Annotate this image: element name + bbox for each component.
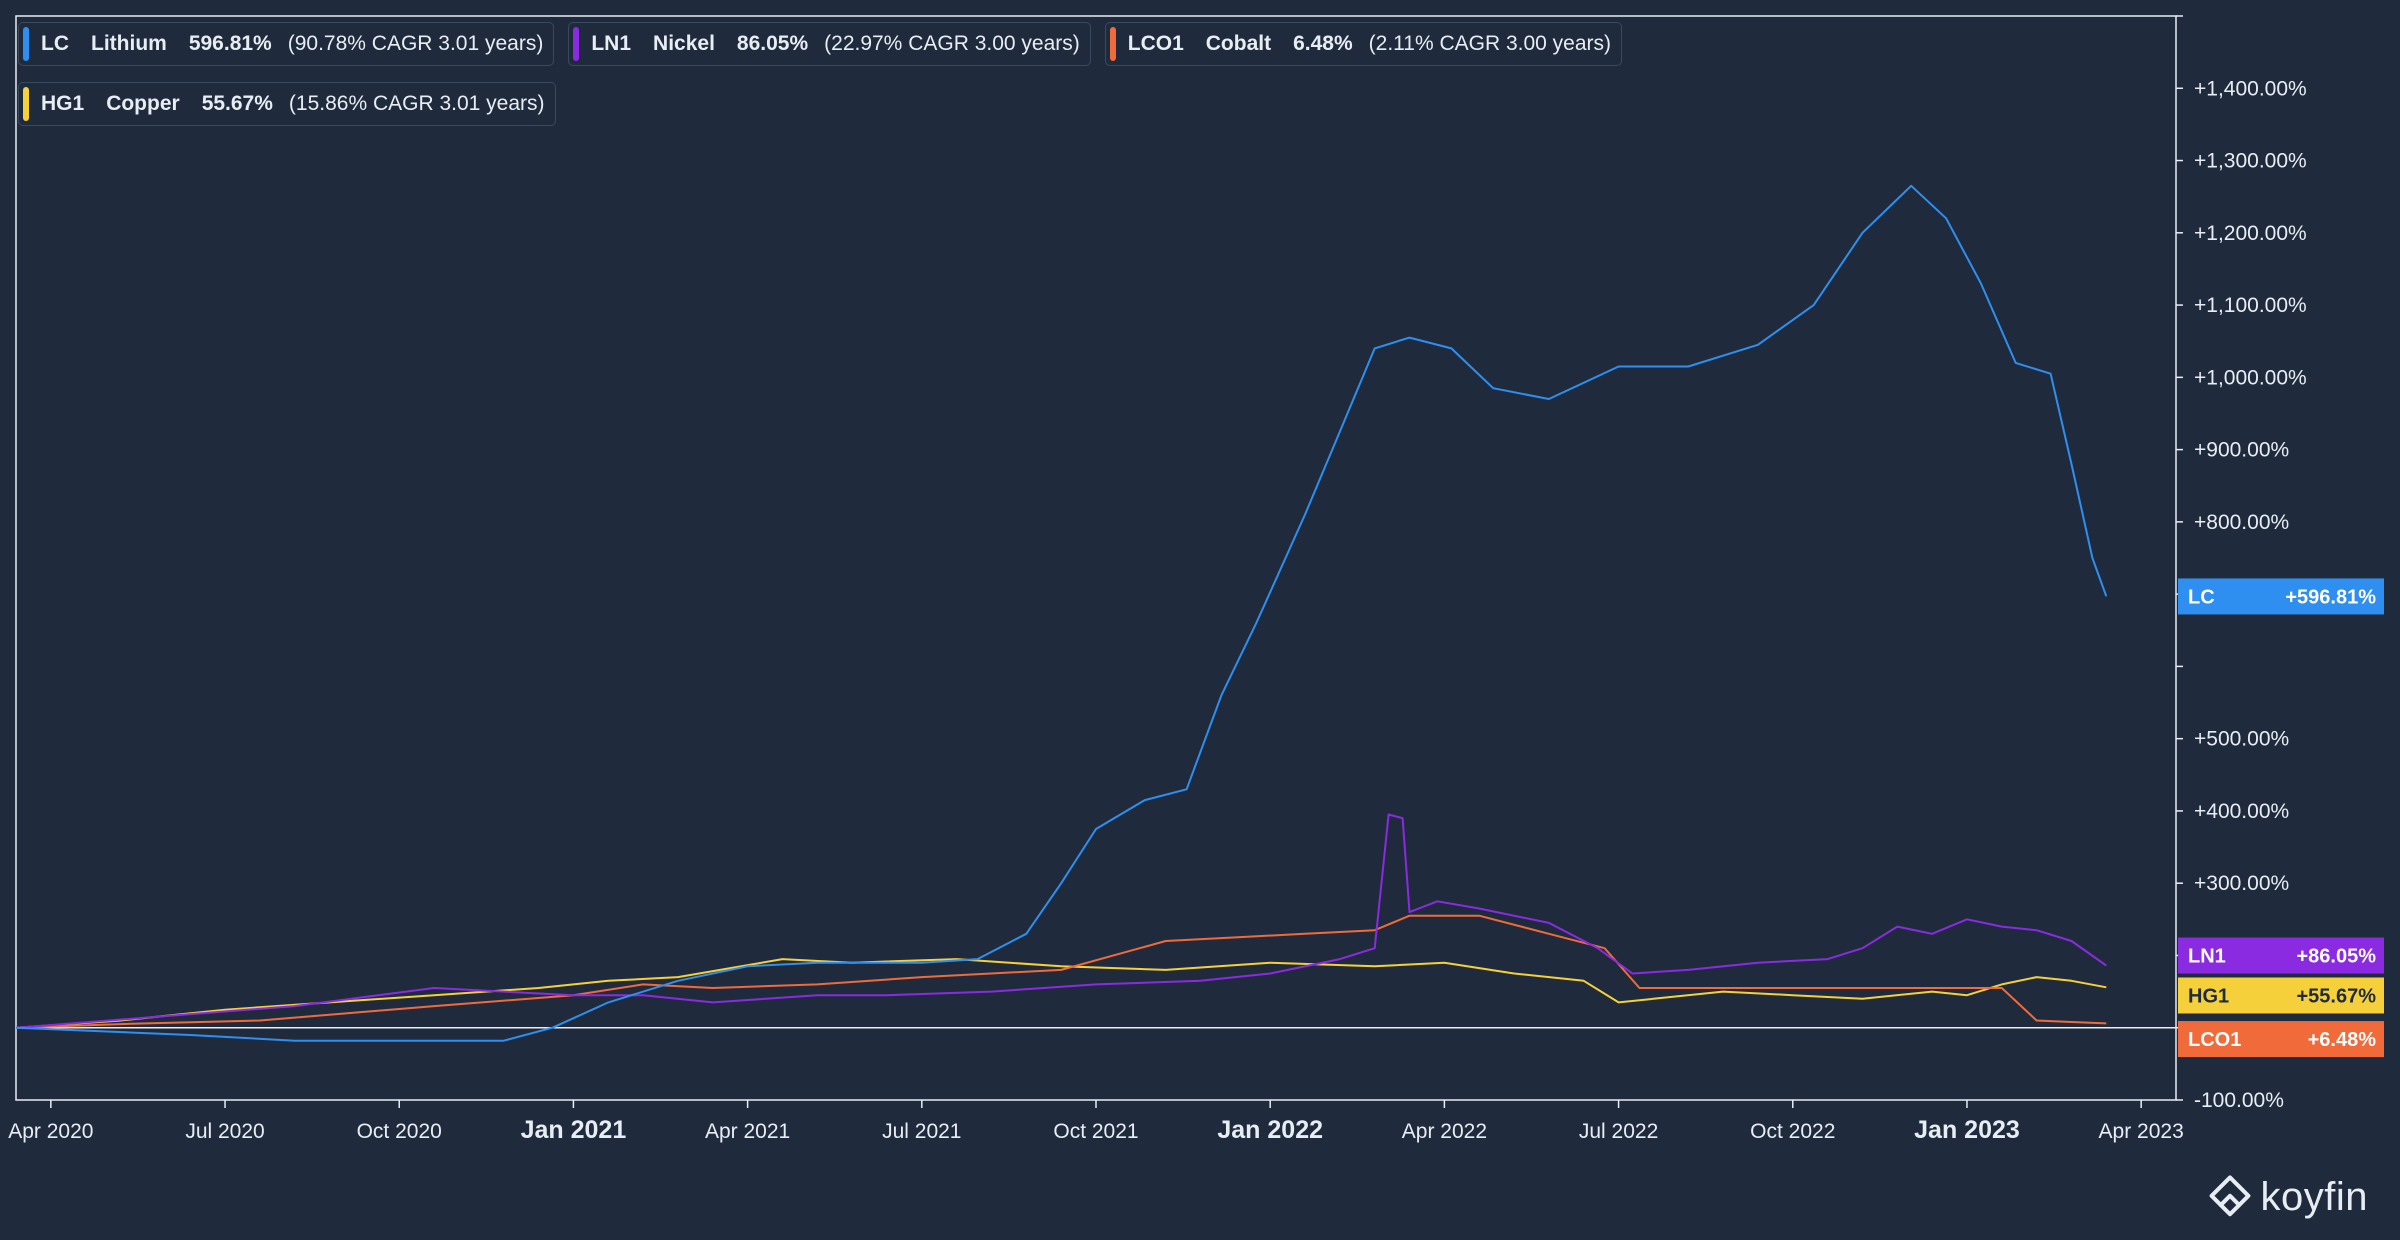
legend-swatch-ln1 bbox=[573, 27, 580, 61]
x-tick-label: Apr 2020 bbox=[8, 1120, 93, 1143]
x-tick-label: Jul 2020 bbox=[185, 1120, 264, 1143]
value-tag-ln1 bbox=[2178, 937, 2384, 974]
y-tick-label: +300.00% bbox=[2194, 872, 2289, 895]
x-tick-label: Jul 2021 bbox=[882, 1120, 961, 1143]
legend-pct: 86.05% bbox=[736, 32, 809, 55]
series-line-ln1 bbox=[15, 813, 2107, 1029]
y-tick-label: +400.00% bbox=[2194, 800, 2289, 823]
y-tick-label: +1,400.00% bbox=[2194, 77, 2307, 100]
legend-pct: 6.48% bbox=[1293, 32, 1353, 55]
y-tick-label: -100.00% bbox=[2194, 1089, 2284, 1112]
legend-cagr: (90.78% CAGR 3.01 years) bbox=[287, 32, 544, 55]
legend-item-lc[interactable]: LC Lithium 596.81% (90.78% CAGR 3.01 yea… bbox=[18, 22, 555, 66]
x-tick-label: Jan 2021 bbox=[521, 1116, 627, 1144]
x-tick-label: Oct 2022 bbox=[1750, 1120, 1835, 1143]
y-tick-label: +1,100.00% bbox=[2194, 294, 2307, 317]
legend-ticker: LCO1 bbox=[1127, 32, 1184, 55]
koyfin-logo-text: koyfin bbox=[2260, 1174, 2368, 1219]
value-tag-lc bbox=[2178, 578, 2384, 615]
koyfin-logo: koyfin bbox=[2207, 1174, 2369, 1220]
legend-row-1: LC Lithium 596.81% (90.78% CAGR 3.01 yea… bbox=[18, 22, 1718, 66]
legend-ticker: HG1 bbox=[41, 92, 85, 115]
legend-name: Cobalt bbox=[1205, 32, 1272, 55]
series-line-hg1 bbox=[15, 958, 2107, 1029]
x-tick-label: Jan 2022 bbox=[1217, 1116, 1323, 1144]
value-tag-ticker: HG1 bbox=[2188, 986, 2229, 1008]
koyfin-logo-icon bbox=[2209, 1175, 2250, 1217]
legend-pct: 596.81% bbox=[188, 32, 272, 55]
legend-name: Lithium bbox=[91, 32, 167, 55]
legend-ticker: LN1 bbox=[591, 32, 632, 55]
legend-cagr: (2.11% CAGR 3.00 years) bbox=[1368, 32, 1612, 55]
value-tag-ticker: LCO1 bbox=[2188, 1029, 2241, 1051]
y-tick-label: +900.00% bbox=[2194, 439, 2289, 462]
x-tick-label: Jul 2022 bbox=[1579, 1120, 1658, 1143]
y-tick-label: +1,300.00% bbox=[2194, 150, 2307, 173]
legend-cagr: (15.86% CAGR 3.01 years) bbox=[288, 92, 545, 115]
series-line-lc bbox=[15, 184, 2108, 1042]
legend-swatch-lco1 bbox=[1109, 27, 1116, 61]
legend-swatch-hg1 bbox=[23, 87, 29, 121]
x-tick-label: Apr 2023 bbox=[2099, 1120, 2184, 1143]
value-tag-hg1 bbox=[2178, 977, 2384, 1014]
series-line-lco1 bbox=[15, 914, 2107, 1029]
legend-ticker: LC bbox=[41, 32, 69, 55]
value-tag-ticker: LC bbox=[2188, 586, 2215, 608]
legend-row-2: HG1 Copper 55.67% (15.86% CAGR 3.01 year… bbox=[18, 82, 1718, 126]
value-tag-ticker: LN1 bbox=[2188, 946, 2226, 968]
legend-cagr: (22.97% CAGR 3.00 years) bbox=[824, 32, 1080, 55]
value-tag-value: +596.81% bbox=[2285, 586, 2376, 608]
y-tick-label: +800.00% bbox=[2194, 511, 2289, 534]
value-tag-lco1 bbox=[2178, 1021, 2384, 1058]
legend-swatch-lc bbox=[23, 27, 29, 61]
legend-item-hg1[interactable]: HG1 Copper 55.67% (15.86% CAGR 3.01 year… bbox=[18, 82, 556, 126]
legend-item-ln1[interactable]: LN1 Nickel 86.05% (22.97% CAGR 3.00 year… bbox=[568, 22, 1091, 66]
x-tick-label: Jan 2023 bbox=[1914, 1116, 2020, 1144]
value-tag-value: +55.67% bbox=[2296, 986, 2376, 1008]
legend: LC Lithium 596.81% (90.78% CAGR 3.01 yea… bbox=[18, 22, 1718, 142]
value-tag-value: +86.05% bbox=[2296, 946, 2376, 968]
x-tick-label: Oct 2020 bbox=[357, 1120, 442, 1143]
legend-name: Copper bbox=[106, 92, 180, 115]
legend-item-lco1[interactable]: LCO1 Cobalt 6.48% (2.11% CAGR 3.00 years… bbox=[1104, 22, 1623, 66]
x-tick-label: Apr 2021 bbox=[705, 1120, 790, 1143]
plot-frame bbox=[15, 15, 2177, 1101]
legend-name: Nickel bbox=[653, 32, 715, 55]
y-tick-label: +500.00% bbox=[2194, 728, 2289, 751]
legend-pct: 55.67% bbox=[201, 92, 273, 115]
y-tick-label: +1,000.00% bbox=[2194, 366, 2307, 389]
y-tick-label: +1,200.00% bbox=[2194, 222, 2307, 245]
value-tag-value: +6.48% bbox=[2308, 1029, 2377, 1051]
x-tick-label: Apr 2022 bbox=[1402, 1120, 1487, 1143]
x-tick-label: Oct 2021 bbox=[1053, 1120, 1138, 1143]
